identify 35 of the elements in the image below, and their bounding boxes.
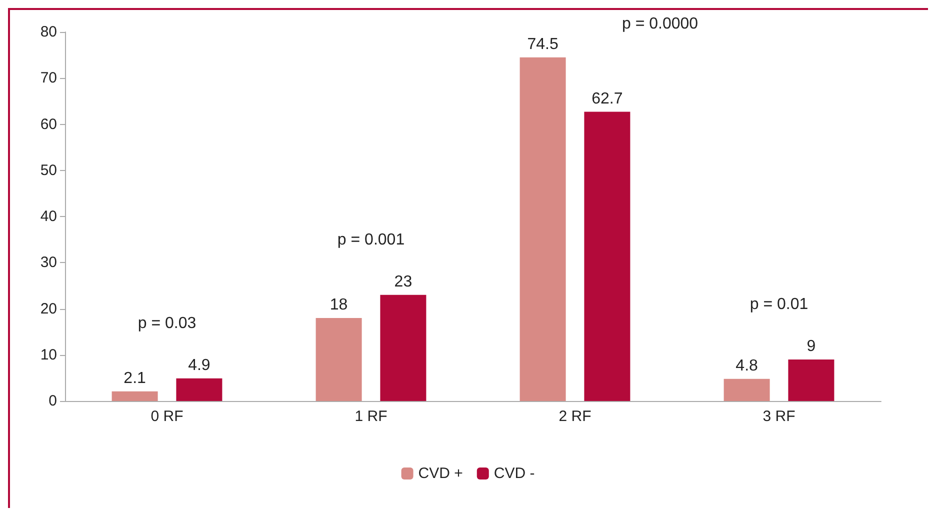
bar (380, 294, 426, 401)
bar (176, 378, 222, 401)
annotation: p = 0.01 (750, 296, 808, 313)
x-tick-label: 0 RF (150, 408, 184, 425)
data-label: 62.7 (592, 90, 623, 108)
y-tick-label: 70 (40, 70, 57, 87)
y-tick-label: 50 (40, 162, 57, 179)
annotation: p = 0.0000 (622, 16, 698, 32)
y-tick-label: 40 (40, 208, 57, 225)
y-tick-label: 0 (48, 392, 57, 410)
bar (724, 378, 770, 401)
bar (788, 359, 834, 401)
y-tick-label: 80 (40, 24, 57, 40)
y-tick-label: 60 (40, 116, 57, 133)
data-label: 18 (330, 296, 348, 314)
data-label: 9 (806, 338, 816, 355)
x-tick-label: 1 RF (354, 408, 388, 425)
data-label: 4.9 (188, 356, 210, 374)
data-label: 2.1 (124, 370, 146, 387)
x-tick-label: 2 RF (558, 408, 592, 425)
y-tick-label: 30 (40, 254, 57, 272)
data-label: 23 (394, 273, 412, 290)
annotation: p = 0.001 (337, 231, 405, 248)
legend-label: CVD + (418, 465, 464, 482)
data-label: 74.5 (527, 36, 558, 53)
annotation: p = 0.03 (138, 314, 196, 332)
x-tick-label: 3 RF (762, 408, 796, 425)
y-tick-label: 20 (40, 300, 57, 318)
legend-label: CVD - (494, 465, 535, 482)
bar (316, 318, 362, 401)
y-tick-label: 10 (40, 346, 57, 364)
bar (520, 57, 566, 401)
bar (584, 112, 630, 401)
data-label: 4.8 (736, 357, 758, 374)
bar (112, 391, 158, 401)
